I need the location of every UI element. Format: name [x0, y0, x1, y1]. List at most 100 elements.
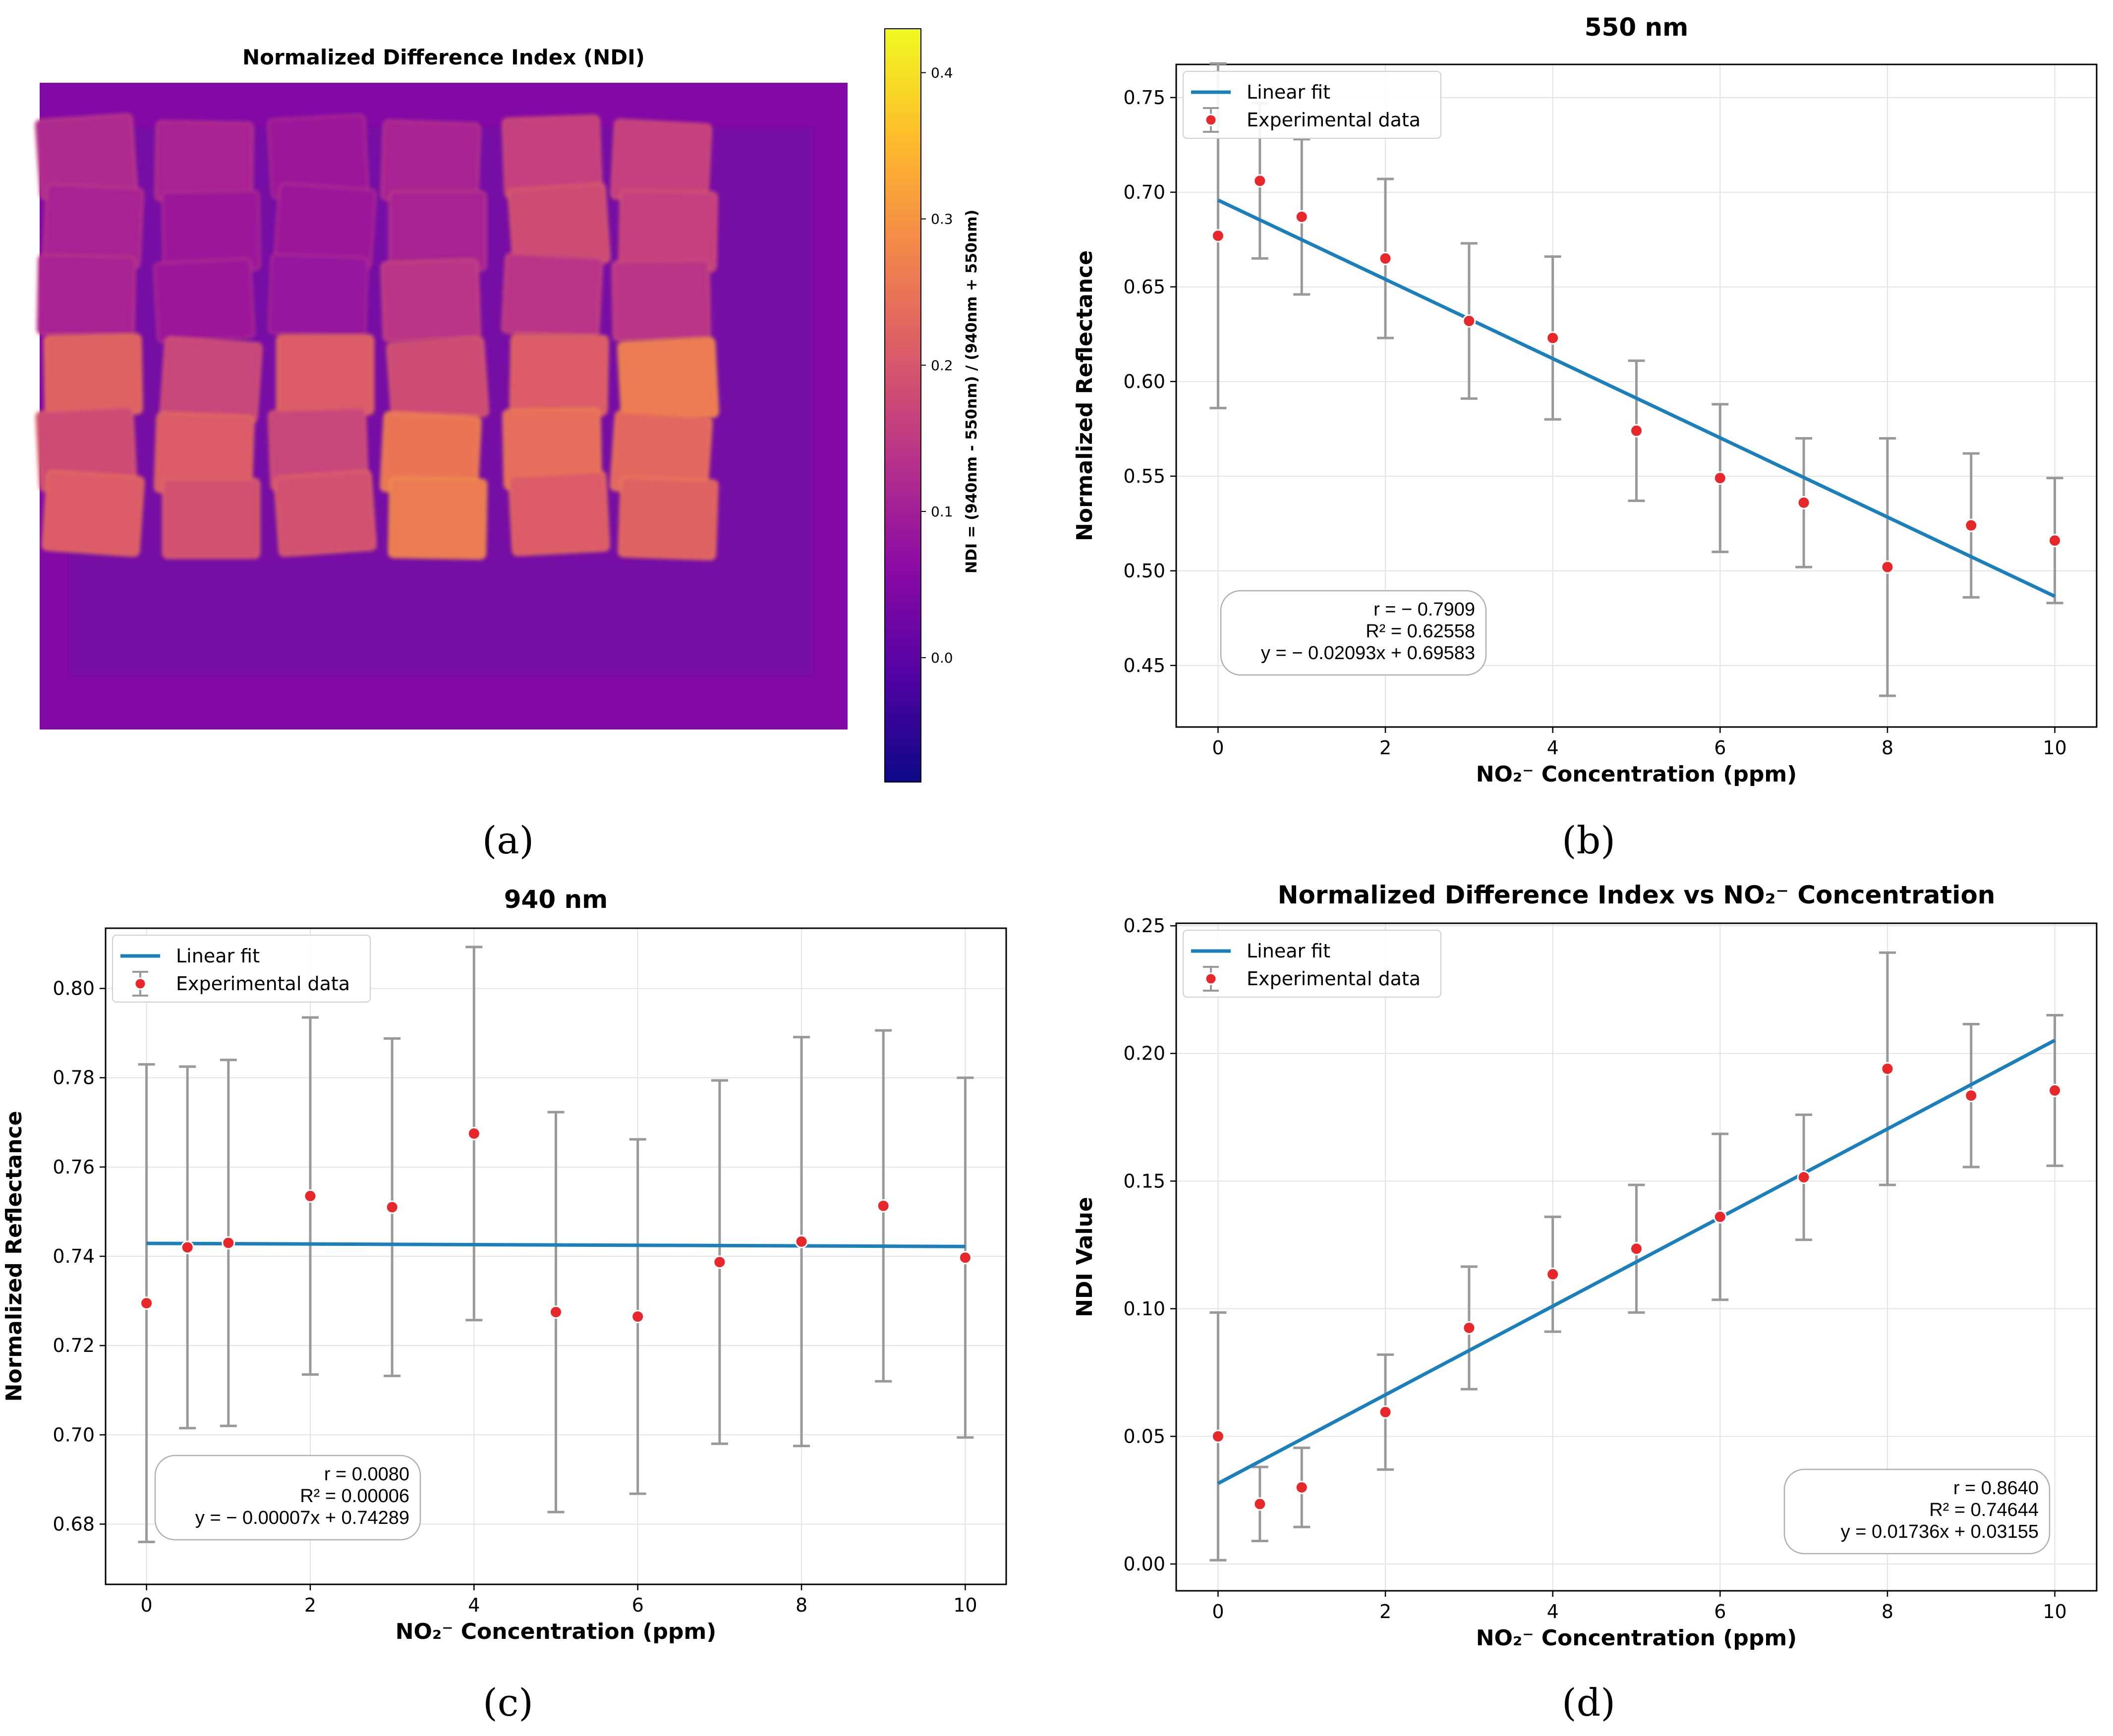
linear-fit-line	[146, 1241, 966, 1248]
stats-line: y = 0.01736x + 0.03155	[1841, 1521, 2039, 1542]
y-tick-label: 0.75	[1123, 87, 1165, 109]
y-tick-label: 0.65	[1123, 276, 1165, 298]
stats-line: R² = 0.74644	[1929, 1500, 2039, 1520]
panel-label-b: (b)	[1562, 818, 1615, 862]
panel-d-chart: Normalized Difference Index vs NO₂⁻ Conc…	[1072, 881, 2098, 1651]
y-axis-label: Normalized Reflectance	[1, 1111, 27, 1402]
sample-cube	[388, 477, 488, 560]
data-point	[1462, 314, 1476, 328]
y-tick-label: 0.15	[1123, 1170, 1165, 1192]
y-tick-label: 0.70	[53, 1424, 95, 1446]
y-tick-label: 0.72	[53, 1335, 95, 1356]
data-point	[1881, 560, 1894, 574]
sample-cube	[508, 471, 610, 556]
x-tick-label: 0	[140, 1594, 152, 1616]
stats-line: y = − 0.00007x + 0.74289	[195, 1508, 409, 1528]
y-tick-label: 0.10	[1123, 1298, 1165, 1320]
data-point	[303, 1189, 317, 1203]
chart-title-d: Normalized Difference Index vs NO₂⁻ Conc…	[1278, 881, 1996, 909]
sample-cube	[153, 258, 255, 343]
sample-cube	[509, 333, 609, 416]
data-point	[1630, 1242, 1643, 1256]
x-axis-label: NO₂⁻ Concentration (ppm)	[396, 1619, 717, 1644]
sample-cube	[268, 253, 369, 337]
data-point	[1253, 174, 1267, 188]
x-axis-label: NO₂⁻ Concentration (ppm)	[1476, 762, 1797, 787]
y-tick-label: 0.76	[53, 1156, 95, 1178]
x-tick-label: 0	[1212, 1601, 1224, 1623]
data-point	[1964, 518, 1978, 532]
stats-line: R² = 0.62558	[1366, 621, 1475, 642]
linear-fit-line	[1217, 198, 2056, 598]
legend-entry-data: Experimental data	[1247, 109, 1421, 131]
plot-frame-d	[1175, 922, 2098, 1592]
sample-cube	[380, 258, 481, 342]
sample-cube	[160, 336, 263, 423]
stats-line: r = 0.8640	[1953, 1478, 2039, 1499]
colorbar-tick-label: 0.3	[931, 211, 953, 227]
data-point	[385, 1200, 399, 1214]
y-axis-label: Normalized Reflectance	[1072, 250, 1097, 541]
colorbar-tick-label: 0.1	[931, 504, 953, 520]
y-tick-label: 0.25	[1123, 915, 1165, 937]
x-tick-label: 10	[2043, 737, 2066, 759]
data-point	[1253, 1497, 1267, 1511]
panel-label-d: (d)	[1562, 1680, 1615, 1725]
x-tick-label: 6	[1714, 1601, 1726, 1623]
data-point	[549, 1305, 563, 1319]
ndi-colorbar: 0.0 0.1 0.2 0.3 0.4	[884, 28, 953, 783]
y-tick-label: 0.60	[1123, 371, 1165, 392]
data-point	[1378, 252, 1392, 266]
x-tick-label: 10	[953, 1594, 977, 1616]
data-point	[1797, 1171, 1811, 1184]
panel-label-c: (c)	[483, 1680, 533, 1725]
y-axis-label: NDI Value	[1072, 1197, 1097, 1317]
x-tick-label: 4	[468, 1594, 480, 1616]
sample-cube	[618, 476, 719, 560]
data-point	[1630, 424, 1643, 438]
legend-entry-fit: Linear fit	[176, 945, 260, 967]
data-point	[180, 1240, 194, 1254]
colorbar-tick-label: 0.4	[931, 65, 953, 81]
x-tick-label: 10	[2043, 1601, 2066, 1623]
panel-label-a: (a)	[482, 818, 534, 862]
data-point	[1295, 210, 1309, 224]
colorbar-tick-label: 0.0	[931, 650, 953, 666]
x-tick-label: 6	[632, 1594, 644, 1616]
chart-title-b: 550 nm	[1585, 13, 1688, 42]
colorbar-gradient	[884, 28, 921, 783]
stats-line: r = 0.0080	[324, 1464, 409, 1485]
data-point	[1546, 331, 1560, 345]
data-point	[1546, 1267, 1560, 1281]
y-tick-label: 0.55	[1123, 465, 1165, 487]
y-tick-label: 0.68	[53, 1513, 95, 1535]
x-tick-label: 2	[304, 1594, 316, 1616]
y-tick-label: 0.00	[1123, 1553, 1165, 1575]
data-point	[1713, 471, 1727, 485]
data-point	[958, 1251, 972, 1265]
panel-a-title: Normalized Difference Index (NDI)	[242, 45, 645, 69]
linear-fit-line	[1217, 1039, 2056, 1485]
data-point	[2048, 534, 2062, 548]
plot-frame-b	[1175, 63, 2098, 728]
legend-entry-fit: Linear fit	[1247, 940, 1330, 962]
y-tick-label: 0.74	[53, 1245, 95, 1267]
ndi-image	[35, 83, 848, 729]
panel-a-heatmap: Normalized Difference Index (NDI) 0.0 0.1…	[35, 28, 980, 783]
x-tick-label: 2	[1379, 737, 1391, 759]
data-point	[2048, 1083, 2062, 1097]
stats-line: y = − 0.02093x + 0.69583	[1261, 643, 1475, 664]
data-point	[631, 1310, 645, 1324]
y-tick-label: 0.20	[1123, 1043, 1165, 1064]
legend-entry-data: Experimental data	[176, 973, 350, 995]
panel-b-chart: 550 nm 0 2 4 6 8 10 0.45 0.50 0.55 0.60 0.65 0.70 0.7…	[1072, 13, 2098, 787]
sample-cube	[36, 254, 136, 337]
sample-cube	[611, 259, 711, 342]
data-point	[1295, 1480, 1309, 1494]
colorbar-label: NDI = (940nm - 550nm) / (940nm + 550nm)	[963, 210, 980, 573]
colorbar-tick-label: 0.2	[931, 357, 953, 374]
